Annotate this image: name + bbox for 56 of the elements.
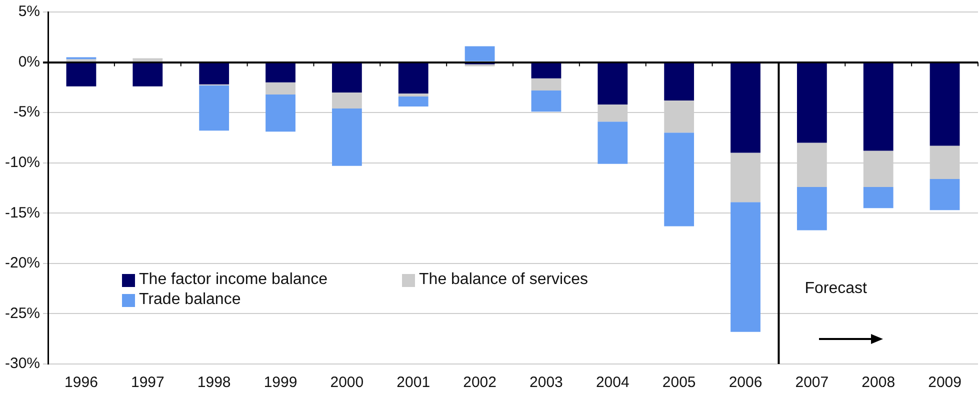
bar [930,63,960,146]
x-tick-label: 2006 [728,374,762,392]
bar [531,78,562,90]
x-tick-label: 2007 [795,374,829,392]
bar [398,96,428,107]
legend-label: Trade balance [139,291,241,310]
bar [332,108,362,166]
x-tick-label: 2000 [330,374,364,392]
bar [266,82,296,94]
bar [531,90,562,112]
legend-label: The factor income balance [139,271,328,290]
bar [398,93,428,96]
x-tick-label: 2005 [662,374,696,392]
bar [66,63,96,86]
bar [730,63,760,153]
bar [332,63,362,92]
bar [664,132,694,226]
y-tick-label: 0% [18,53,40,70]
bar [598,122,628,164]
bar [598,63,628,105]
x-tick-label: 2002 [463,374,496,392]
x-tick-label: 1996 [64,374,98,392]
y-tick-label: -30% [4,355,40,372]
legend-label: The balance of services [419,271,588,290]
bar [863,63,894,151]
bar [531,63,562,78]
y-tick-label: -10% [4,154,40,171]
y-tick-label: -25% [4,304,40,322]
x-tick-label: 2009 [928,374,962,392]
y-tick-label: 5% [18,3,40,20]
y-tick-label: -15% [4,204,40,222]
y-tick-label: -20% [4,254,40,272]
x-tick-label: 2001 [396,374,430,392]
bar [664,63,694,101]
bar [398,63,428,94]
bar [930,178,960,210]
bar [863,186,894,208]
x-tick-label: 2004 [596,374,630,392]
bar [332,92,362,109]
x-tick-label: 1998 [197,374,231,392]
bar [199,63,230,84]
bar [730,202,760,332]
bar [266,94,296,132]
x-tick-label: 1997 [130,374,164,392]
bar [796,186,827,230]
bar [132,58,163,62]
annotation: Forecast [804,280,868,297]
bar [132,63,163,86]
bar [796,63,827,143]
bar [199,85,230,131]
bar [464,46,495,62]
y-tick-label: -5% [13,104,40,121]
x-tick-label: 1999 [264,374,298,392]
x-tick-label: 2008 [862,374,896,392]
bar [266,63,296,82]
x-tick-label: 2003 [530,374,563,392]
